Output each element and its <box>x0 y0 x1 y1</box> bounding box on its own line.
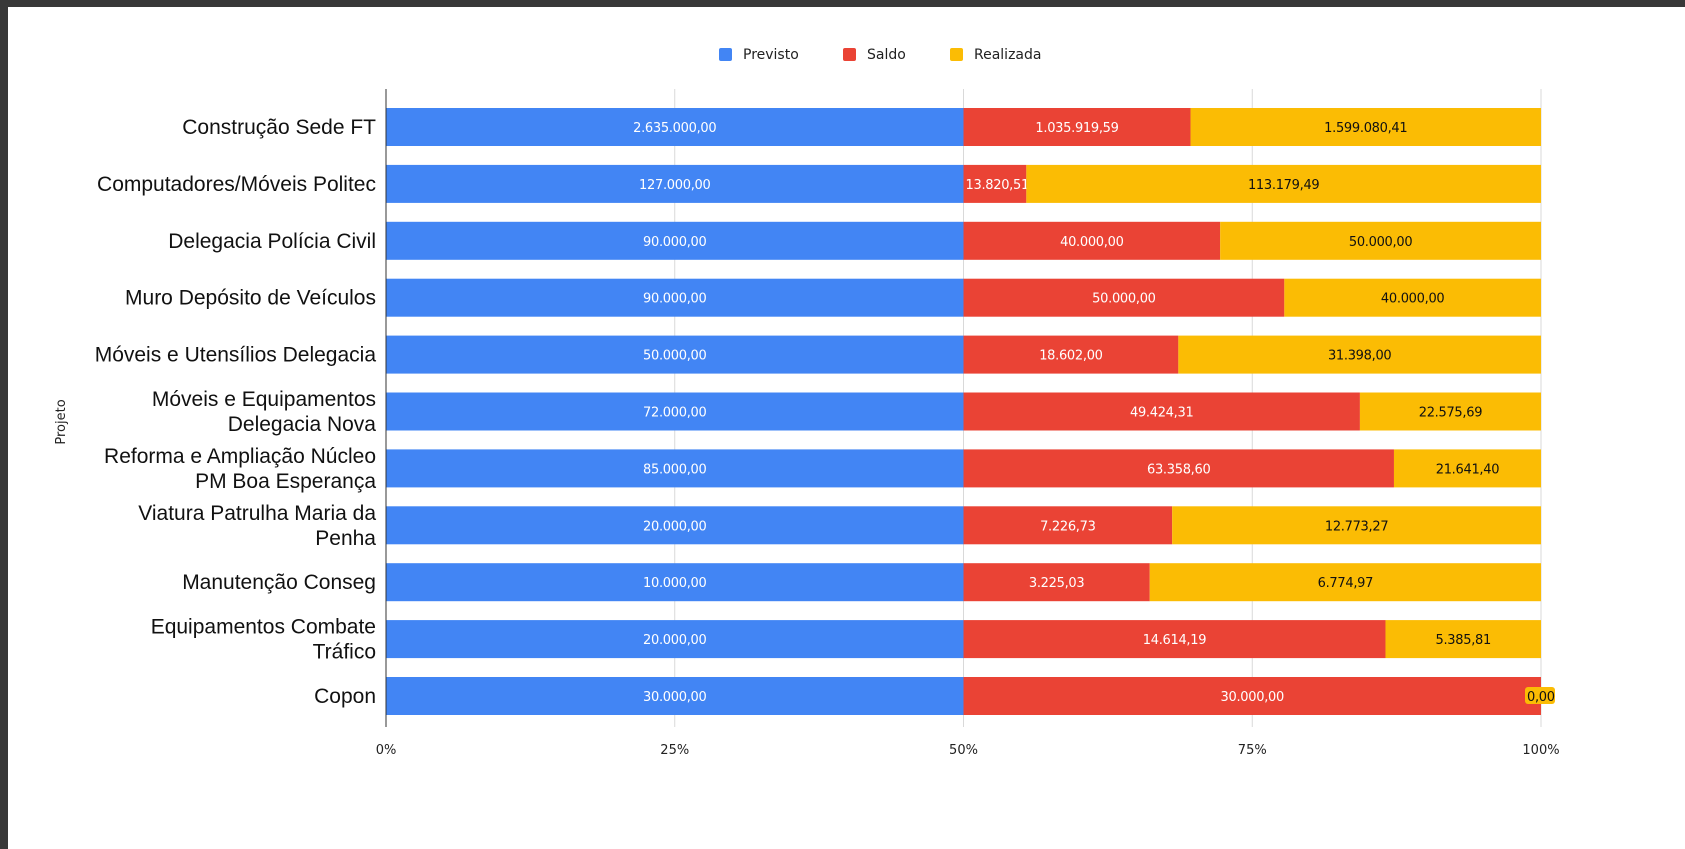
legend-label-saldo: Saldo <box>867 47 906 63</box>
bar-previsto <box>386 108 964 146</box>
bar-saldo <box>963 392 1360 431</box>
bar-saldo <box>963 677 1541 715</box>
x-tick-label: 100% <box>1522 743 1559 758</box>
category-label: Delegacia Polícia Civil <box>168 230 376 253</box>
bar-realizada <box>1178 335 1541 374</box>
legend-swatch-realizada <box>950 48 963 61</box>
data-label-previsto: 2.635.000,00 <box>633 121 716 136</box>
data-label-saldo: 14.614,19 <box>1143 633 1206 648</box>
data-label-saldo: 7.226,73 <box>1040 519 1096 534</box>
data-label-realizada: 12.773,27 <box>1325 519 1388 534</box>
bar-realizada <box>1172 506 1541 545</box>
data-label-realizada: 50.000,00 <box>1349 235 1412 250</box>
bar-saldo <box>963 620 1386 659</box>
x-tick-label: 75% <box>1238 743 1267 758</box>
bar-saldo <box>963 335 1179 374</box>
data-label-previsto: 90.000,00 <box>643 235 706 250</box>
data-label-realizada: 0,00 <box>1527 690 1555 705</box>
bar-realizada <box>1149 563 1541 602</box>
bar-previsto <box>386 563 964 602</box>
x-tick-label: 0% <box>376 743 397 758</box>
bar-previsto <box>386 335 964 374</box>
data-label-realizada: 5.385,81 <box>1435 633 1491 648</box>
bar-previsto <box>386 278 964 317</box>
chart-frame: Previsto Saldo Realizada 2.635.000,00 1.035… <box>8 7 1685 849</box>
bar-realizada <box>1393 449 1541 488</box>
data-label-previsto: 127.000,00 <box>639 178 710 193</box>
bar-saldo <box>963 449 1394 488</box>
category-label: Equipamentos Combate Tráfico <box>151 616 376 664</box>
category-label: Muro Depósito de Veículos <box>125 287 376 310</box>
bar-realizada <box>1190 108 1541 146</box>
data-label-previsto: 20.000,00 <box>643 633 706 648</box>
category-label: Móveis e Equipamentos Delegacia Nova <box>152 388 376 436</box>
bars: 2.635.000,00 1.035.919,59 1.599.080,41 127.… <box>386 108 1555 715</box>
category-label: Manutenção Conseg <box>182 571 376 594</box>
bar-saldo <box>963 278 1285 317</box>
category-label: Copon <box>314 685 376 708</box>
data-label-saldo: 3.225,03 <box>1029 576 1085 591</box>
bar-saldo <box>963 563 1150 602</box>
data-label-previsto: 20.000,00 <box>643 519 706 534</box>
data-label-previsto: 85.000,00 <box>643 462 706 477</box>
bar-previsto <box>386 677 964 715</box>
legend: Previsto Saldo Realizada <box>719 47 1041 63</box>
data-label-realizada: 113.179,49 <box>1248 178 1319 193</box>
bar-previsto <box>386 506 964 545</box>
data-label-saldo: 13.820,51 <box>966 178 1029 193</box>
data-label-realizada: 40.000,00 <box>1381 292 1444 307</box>
data-label-saldo: 63.358,60 <box>1147 462 1210 477</box>
legend-label-previsto: Previsto <box>743 47 799 63</box>
legend-swatch-saldo <box>843 48 856 61</box>
category-label: Computadores/Móveis Politec <box>97 173 376 196</box>
bar-previsto <box>386 620 964 659</box>
data-label-realizada: 6.774,97 <box>1318 576 1374 591</box>
data-label-saldo: 18.602,00 <box>1039 349 1102 364</box>
bar-saldo <box>963 221 1221 260</box>
data-label-saldo: 50.000,00 <box>1092 292 1155 307</box>
y-axis-label: Projeto <box>54 399 69 444</box>
data-label-realizada: 21.641,40 <box>1436 462 1499 477</box>
bar-realizada <box>1284 278 1541 317</box>
data-label-previsto: 10.000,00 <box>643 576 706 591</box>
data-label-highlight <box>1525 687 1555 704</box>
data-label-previsto: 50.000,00 <box>643 349 706 364</box>
category-label: Móveis e Utensílios Delegacia <box>95 344 377 367</box>
bar-realizada <box>1385 620 1541 659</box>
data-label-previsto: 72.000,00 <box>643 406 706 421</box>
data-label-realizada: 31.398,00 <box>1328 349 1391 364</box>
axes: 0% 25% 50% 75% 100% Construção Sede FT Computa… <box>95 89 1560 758</box>
data-label-saldo: 49.424,31 <box>1130 406 1193 421</box>
bar-saldo <box>963 164 1027 203</box>
data-label-saldo: 40.000,00 <box>1060 235 1123 250</box>
data-label-previsto: 30.000,00 <box>643 690 706 705</box>
x-tick-label: 50% <box>949 743 978 758</box>
stacked-bar-chart: Previsto Saldo Realizada 2.635.000,00 1.035… <box>54 47 1560 758</box>
bar-realizada <box>1220 221 1541 260</box>
bar-saldo <box>963 506 1173 545</box>
bar-previsto <box>386 221 964 260</box>
category-label: Reforma e Ampliação Núcleo PM Boa Esperan… <box>104 445 376 493</box>
bar-previsto <box>386 164 964 203</box>
data-label-saldo: 1.035.919,59 <box>1035 121 1118 136</box>
bar-realizada <box>1026 164 1541 203</box>
category-label: Construção Sede FT <box>182 116 376 139</box>
bar-previsto <box>386 449 964 488</box>
data-label-realizada: 1.599.080,41 <box>1324 121 1407 136</box>
bar-saldo <box>963 108 1191 146</box>
x-tick-label: 25% <box>660 743 689 758</box>
bar-previsto <box>386 392 964 431</box>
category-label: Viatura Patrulha Maria da Penha <box>138 502 376 550</box>
data-label-previsto: 90.000,00 <box>643 292 706 307</box>
data-label-saldo: 30.000,00 <box>1221 690 1284 705</box>
legend-swatch-previsto <box>719 48 732 61</box>
data-label-realizada: 22.575,69 <box>1419 406 1482 421</box>
legend-label-realizada: Realizada <box>974 47 1041 63</box>
bar-realizada <box>1359 392 1541 431</box>
